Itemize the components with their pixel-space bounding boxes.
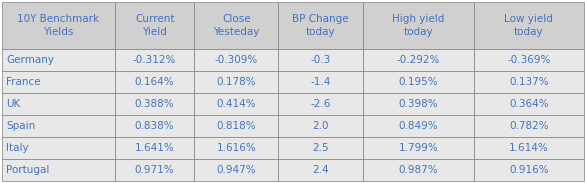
Text: Germany: Germany: [6, 55, 54, 65]
Bar: [194, 71, 278, 93]
Text: 0.947%: 0.947%: [216, 165, 256, 175]
Bar: [115, 115, 194, 137]
Bar: [2, 2, 115, 49]
Text: 0.164%: 0.164%: [135, 77, 175, 87]
Bar: [115, 49, 194, 71]
Text: 10Y Benchmark
Yields: 10Y Benchmark Yields: [18, 14, 100, 37]
Text: -0.3: -0.3: [311, 55, 331, 65]
Bar: [473, 93, 584, 115]
Text: 0.849%: 0.849%: [398, 121, 438, 131]
Text: 1.616%: 1.616%: [216, 143, 256, 153]
Bar: [194, 49, 278, 71]
Text: BP Change
today: BP Change today: [292, 14, 349, 37]
Bar: [473, 115, 584, 137]
Text: -0.369%: -0.369%: [507, 55, 551, 65]
Bar: [2, 49, 115, 71]
Bar: [194, 115, 278, 137]
Bar: [115, 159, 194, 181]
Text: Low yield
today: Low yield today: [505, 14, 553, 37]
Text: -0.309%: -0.309%: [214, 55, 258, 65]
Bar: [278, 93, 363, 115]
Bar: [473, 159, 584, 181]
Bar: [278, 49, 363, 71]
Bar: [278, 137, 363, 159]
Bar: [2, 159, 115, 181]
Bar: [194, 159, 278, 181]
Bar: [278, 71, 363, 93]
Text: -0.292%: -0.292%: [397, 55, 440, 65]
Text: -0.312%: -0.312%: [133, 55, 176, 65]
Text: Close
Yesteday: Close Yesteday: [213, 14, 260, 37]
Bar: [473, 137, 584, 159]
Bar: [363, 115, 473, 137]
Text: UK: UK: [6, 99, 21, 109]
Text: 0.818%: 0.818%: [216, 121, 256, 131]
Bar: [473, 71, 584, 93]
Bar: [2, 71, 115, 93]
Text: -1.4: -1.4: [311, 77, 331, 87]
Bar: [473, 2, 584, 49]
Bar: [363, 137, 473, 159]
Text: 0.195%: 0.195%: [398, 77, 438, 87]
Text: 0.838%: 0.838%: [135, 121, 175, 131]
Text: 0.364%: 0.364%: [509, 99, 548, 109]
Text: 0.398%: 0.398%: [398, 99, 438, 109]
Bar: [194, 2, 278, 49]
Bar: [115, 93, 194, 115]
Text: Portugal: Portugal: [6, 165, 50, 175]
Bar: [278, 159, 363, 181]
Text: Spain: Spain: [6, 121, 36, 131]
Bar: [363, 2, 473, 49]
Text: 1.641%: 1.641%: [135, 143, 175, 153]
Bar: [194, 137, 278, 159]
Text: 0.388%: 0.388%: [135, 99, 175, 109]
Text: -2.6: -2.6: [311, 99, 331, 109]
Bar: [2, 93, 115, 115]
Text: 0.178%: 0.178%: [216, 77, 256, 87]
Bar: [278, 2, 363, 49]
Bar: [363, 93, 473, 115]
Bar: [278, 115, 363, 137]
Text: High yield
today: High yield today: [392, 14, 444, 37]
Bar: [115, 71, 194, 93]
Text: 1.614%: 1.614%: [509, 143, 548, 153]
Text: 2.5: 2.5: [312, 143, 329, 153]
Bar: [115, 137, 194, 159]
Bar: [2, 115, 115, 137]
Bar: [363, 49, 473, 71]
Bar: [115, 2, 194, 49]
Text: 0.971%: 0.971%: [135, 165, 175, 175]
Text: 0.916%: 0.916%: [509, 165, 548, 175]
Text: 0.782%: 0.782%: [509, 121, 548, 131]
Text: Current
Yield: Current Yield: [135, 14, 175, 37]
Text: 0.414%: 0.414%: [216, 99, 256, 109]
Text: 0.987%: 0.987%: [398, 165, 438, 175]
Bar: [194, 93, 278, 115]
Text: France: France: [6, 77, 41, 87]
Text: 0.137%: 0.137%: [509, 77, 548, 87]
Bar: [2, 137, 115, 159]
Bar: [363, 159, 473, 181]
Text: 2.4: 2.4: [312, 165, 329, 175]
Text: Italy: Italy: [6, 143, 29, 153]
Text: 1.799%: 1.799%: [398, 143, 438, 153]
Bar: [473, 49, 584, 71]
Text: 2.0: 2.0: [312, 121, 329, 131]
Bar: [363, 71, 473, 93]
